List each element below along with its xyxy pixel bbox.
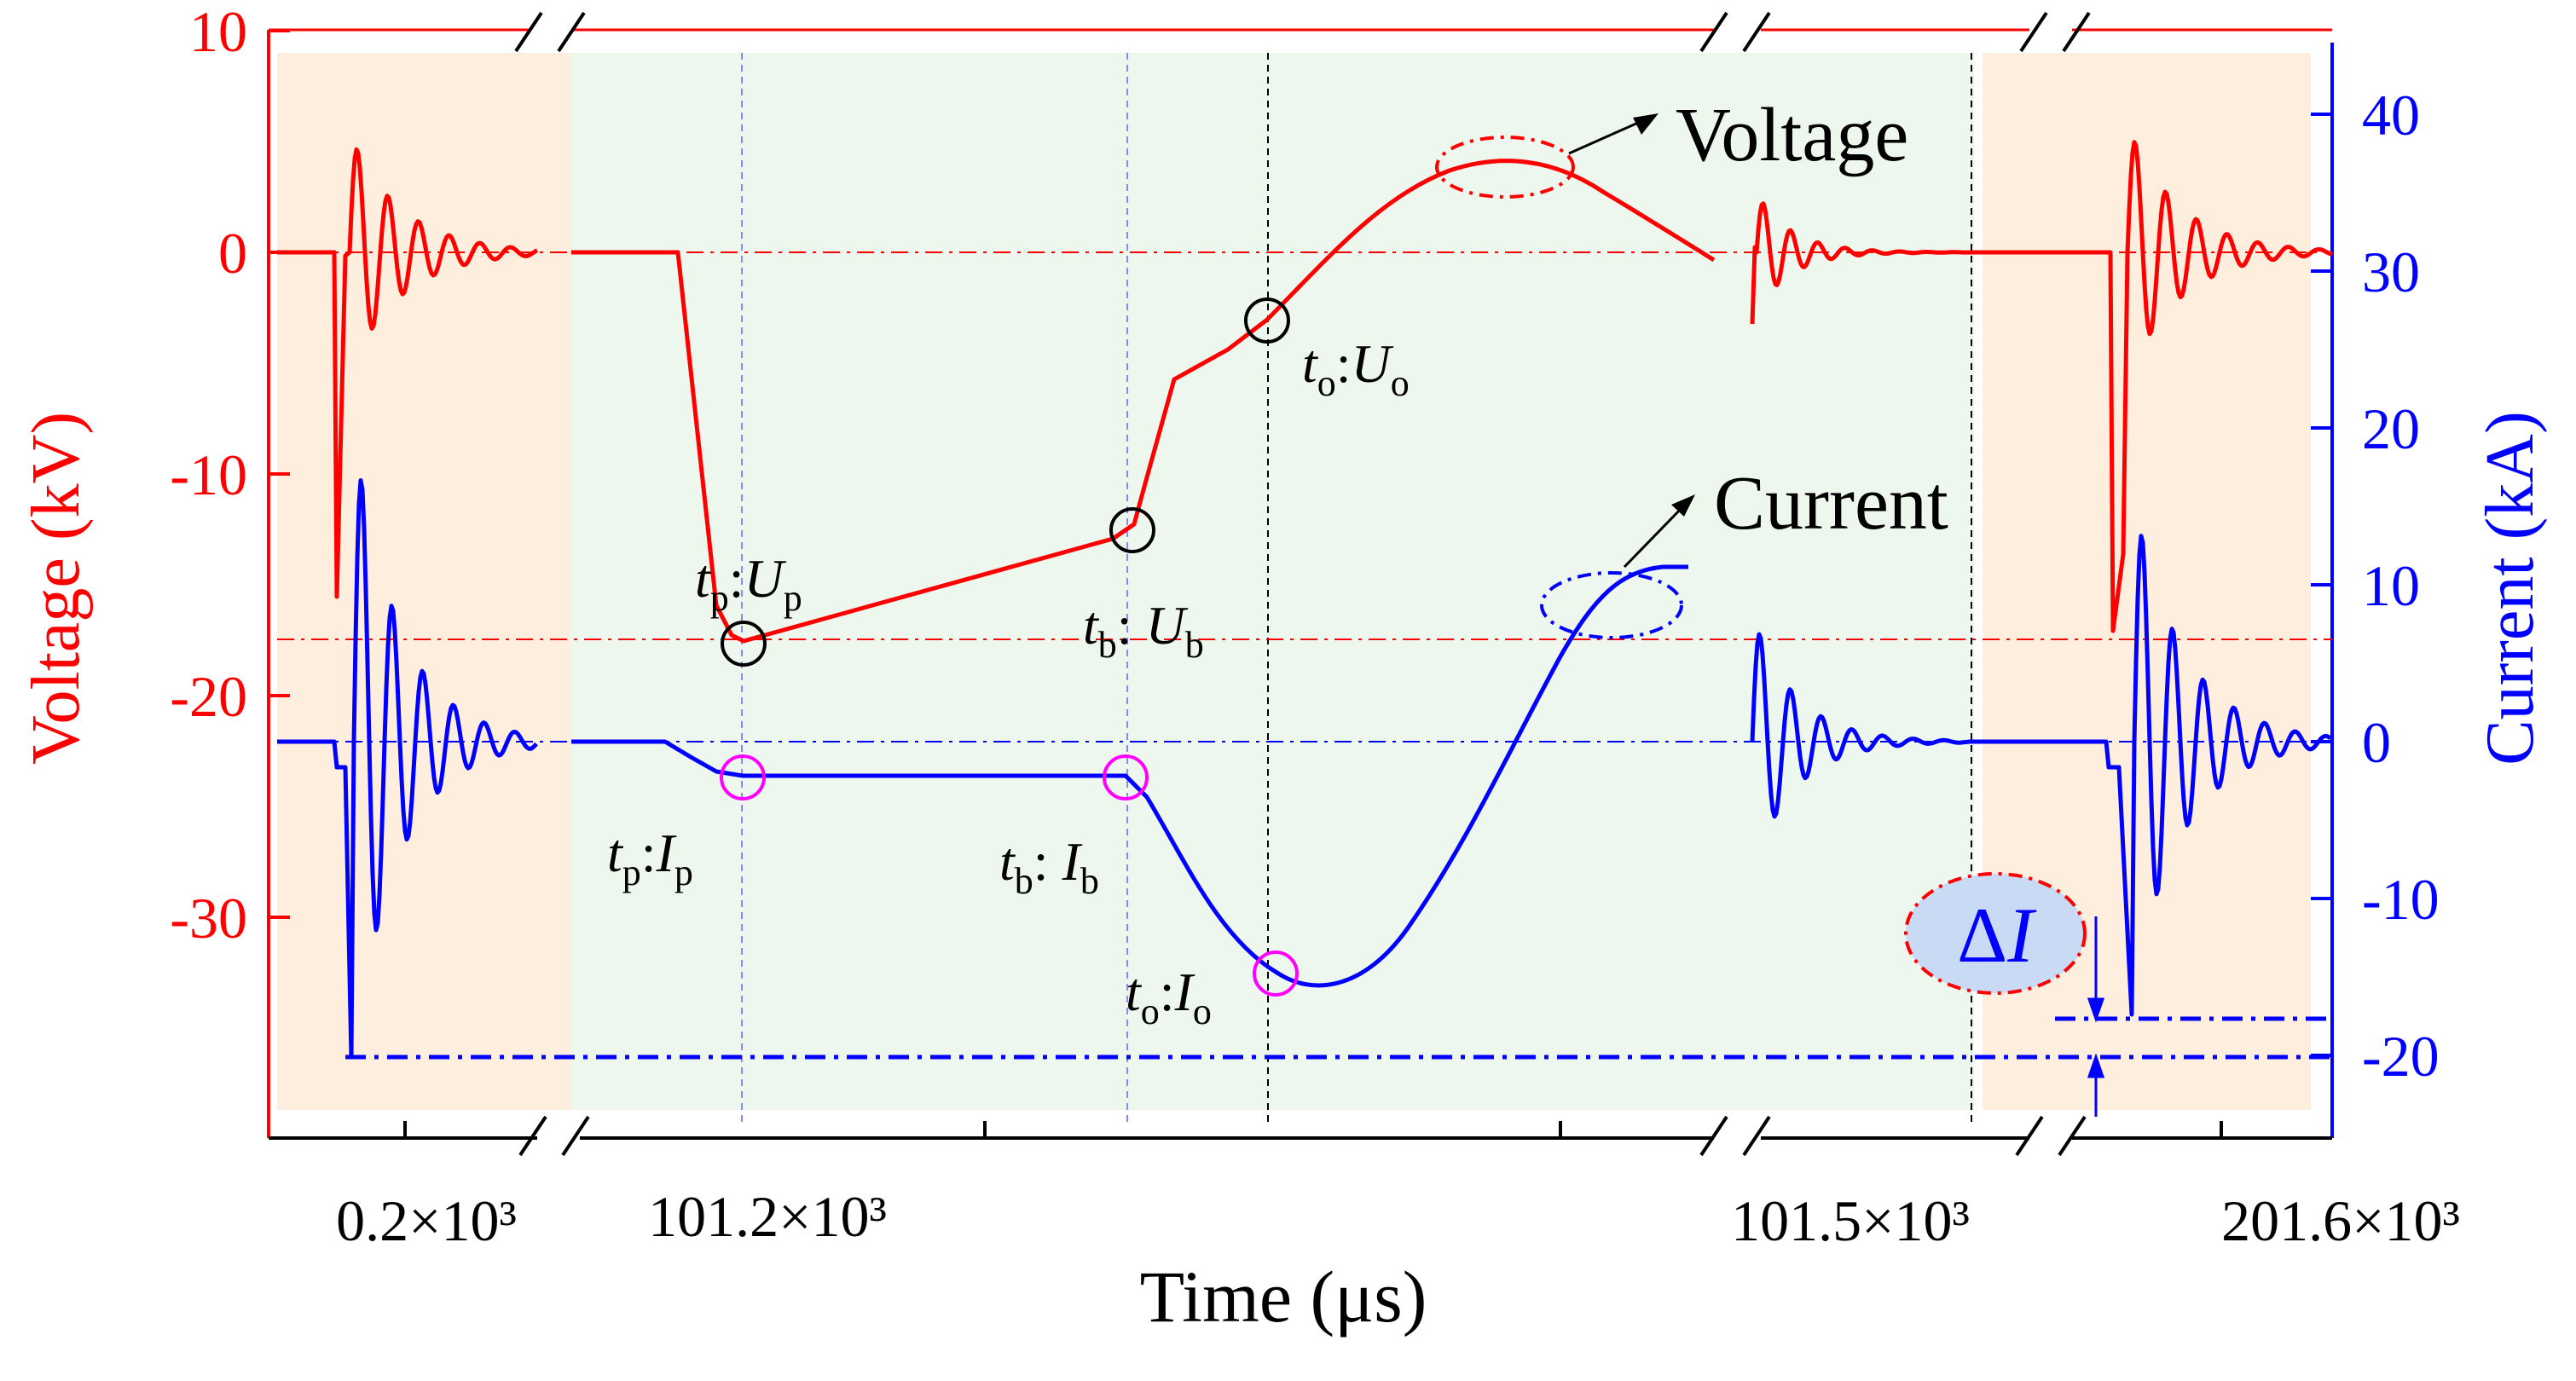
current-curve-left [277,478,538,1060]
marker-ub [1109,507,1155,553]
annotation-to_uo: to:Uo [1302,333,1410,404]
annotation-tb_ib: tb: Ib [999,831,1099,902]
voltage-label: Voltage [1676,93,1908,177]
x-tick-label-2: 101.2×10³ [648,1184,887,1249]
y-right-tick-label-3: 10 [2362,553,2420,618]
annotation-tp_ip: tp:Ip [607,823,693,893]
x-axis-title: Time (μs) [1140,1256,1427,1338]
delta-i-ellipse [1904,872,2087,995]
panel-middle-shade [571,53,1974,1110]
y-left-tick-label-3: -20 [170,664,247,729]
y-left-tick-label-2: -10 [170,442,247,507]
y-right-tick-label-5: -10 [2362,867,2440,932]
y-left-tick-label-4: -30 [170,886,247,951]
x-tick-label-3: 101.5×10³ [1731,1188,1970,1253]
annotation-tp_up: tp:Up [695,548,802,619]
current-curve-middle [571,564,1688,988]
marker-up [721,621,767,667]
left-axis-ticks: 10 0 -10 -20 -30 [170,0,290,951]
axis-break-marks [514,11,2091,1157]
voltage-curve-right [1750,140,2333,633]
y-left-tick-label-1: 0 [218,221,247,286]
annotation-to_io: to:Io [1126,962,1212,1032]
bottom-ticks [403,1121,2223,1138]
voltage-curve-middle [571,159,1716,644]
y-right-tick-label-1: 30 [2362,240,2420,304]
y-left-tick-label-0: 10 [189,0,247,64]
y-right-tick-label-6: -20 [2362,1024,2440,1089]
marker-io [1253,951,1299,997]
x-tick-label-1: 0.2×10³ [336,1188,517,1253]
y-right-tick-label-0: 40 [2362,83,2420,147]
delta-i-arrows [2087,916,2105,1117]
x-tick-label-4: 201.6×10³ [2221,1188,2460,1253]
marker-ip [720,754,766,800]
right-axis-ticks: 40 30 20 10 0 -10 -20 [2311,83,2440,1089]
voltage-pointer-arrow [1568,113,1658,155]
annotation-tb_ub: tb: Ub [1083,595,1204,666]
voltage-curve-left [277,147,539,599]
delta-i-label: ΔI [1957,892,2037,979]
y-right-title: Current (kA) [2473,411,2548,765]
curves [277,140,2333,1060]
voltage-peak-ellipse [1435,136,1575,199]
axes [267,11,2334,1157]
marker-ib [1103,754,1149,800]
current-pointer-arrow [1623,494,1695,569]
current-peak-ellipse [1540,571,1683,639]
current-curve-right [1750,534,2332,1017]
y-right-tick-label-4: 0 [2362,710,2391,775]
marker-uo [1244,298,1290,344]
annotations: tp:Up tb: Ub to:Uo tp:Ip tb: Ib to:Io [607,333,1410,1032]
panel-left-shade [277,53,571,1110]
current-label: Current [1714,461,1948,546]
y-right-tick-label-2: 20 [2362,396,2420,461]
y-left-title: Voltage (kV) [19,412,94,765]
